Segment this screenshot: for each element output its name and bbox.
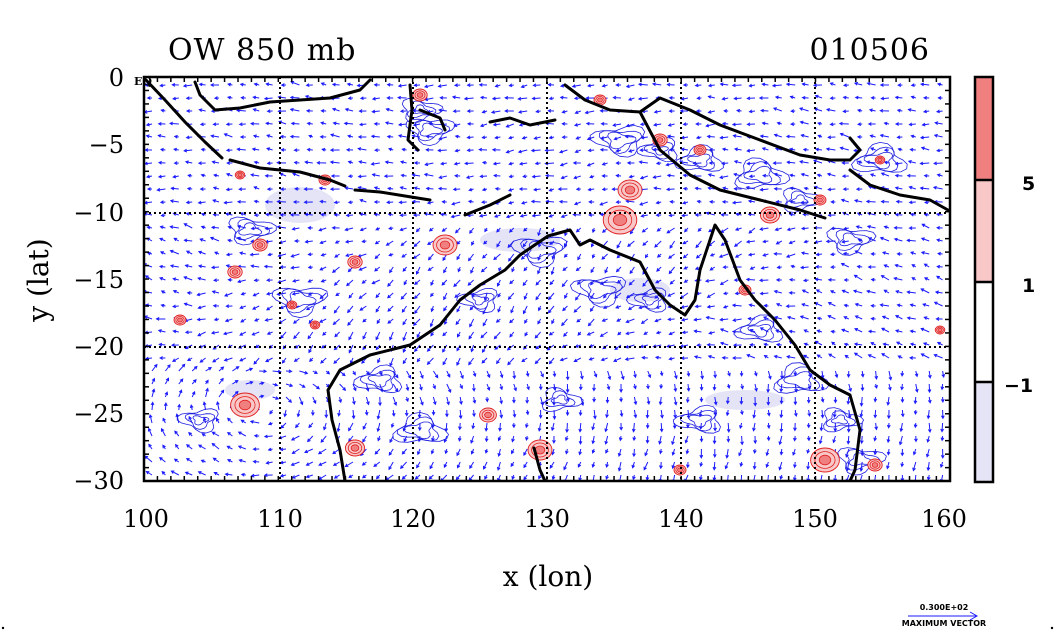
- x-tick-label: 110: [257, 505, 303, 533]
- x-tick-label: 140: [658, 505, 704, 533]
- y-tick-label: −30: [73, 467, 124, 495]
- y-tick-label: −15: [73, 266, 124, 294]
- y-axis-title: y (lat): [22, 238, 55, 322]
- y-tick-labels: 0 −5 −10 −15 −20 −25 −30: [73, 64, 124, 495]
- x-tick-label: 100: [123, 505, 169, 533]
- colorbar-band-mid: [975, 180, 993, 282]
- equator-marker: EQ: [134, 75, 152, 88]
- negative-ow-contours: [176, 98, 908, 476]
- coastlines: [144, 78, 950, 481]
- plot-area: [142, 75, 952, 483]
- colorbar-band-high: [975, 77, 993, 180]
- y-tick-label: −5: [89, 131, 124, 159]
- frame-ticks: [143, 76, 951, 481]
- x-tick-label: 150: [792, 505, 838, 533]
- x-tick-label: 120: [390, 505, 436, 533]
- colorbar-band-neutral: [975, 282, 993, 382]
- colorbar: 5 1 −1: [973, 75, 1035, 484]
- y-tick-label: −20: [73, 333, 124, 361]
- y-tick-label: 0: [109, 64, 124, 92]
- y-tick-label: −10: [73, 199, 124, 227]
- x-axis-title: x (lon): [503, 560, 593, 593]
- map-date: 010506: [809, 33, 930, 68]
- colorbar-label: −1: [1004, 375, 1033, 397]
- x-tick-labels: 100 110 120 130 140 150 160: [123, 505, 967, 533]
- x-tick-label: 160: [921, 505, 967, 533]
- y-tick-label: −25: [73, 400, 124, 428]
- x-tick-label: 130: [524, 505, 570, 533]
- vector-legend-value: 0.300E+02: [920, 603, 969, 612]
- colorbar-label: 5: [1022, 173, 1035, 195]
- colorbar-label: 1: [1022, 275, 1035, 297]
- vector-legend-caption: MAXIMUM VECTOR: [902, 619, 986, 628]
- colorbar-band-low: [975, 382, 993, 482]
- map-title: OW 850 mb: [168, 33, 356, 68]
- positive-ow-contours: [173, 88, 946, 476]
- lat-lon-grid: [144, 77, 950, 481]
- vector-legend: 0.300E+02 MAXIMUM VECTOR: [902, 603, 986, 628]
